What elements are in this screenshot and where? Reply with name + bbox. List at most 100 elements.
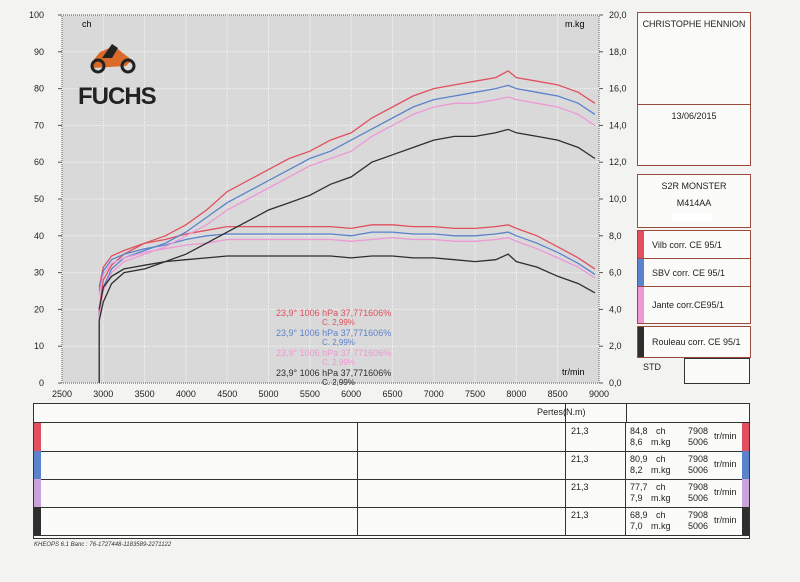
legend-label: SBV corr. CE 95/1 bbox=[652, 268, 726, 278]
y-left-tick-label: 100 bbox=[29, 10, 44, 20]
y-left-tick-label: 70 bbox=[34, 120, 44, 130]
condition-line: 23,9° 1006 hPa 37,771606% bbox=[276, 348, 391, 358]
footer-text: KHEOPS 6.1 Banc : 76-1727448-1183589-227… bbox=[34, 542, 172, 548]
x-tick-label: 4500 bbox=[217, 389, 237, 399]
legend-swatch bbox=[638, 327, 644, 357]
x-tick-label: 3500 bbox=[135, 389, 155, 399]
y-right-tick-label: 20,0 bbox=[609, 10, 627, 20]
y-right-tick-label: 16,0 bbox=[609, 84, 627, 94]
y-left-tick-label: 90 bbox=[34, 47, 44, 57]
loss-value: 21,3 bbox=[571, 482, 589, 492]
max-power: 68,9 bbox=[630, 510, 648, 520]
x-tick-label: 7500 bbox=[465, 389, 485, 399]
max-torque: 8,2 bbox=[630, 465, 643, 475]
logo-text: FUCHS bbox=[78, 83, 157, 110]
legend-item-jante: Jante corr.CE95/1 bbox=[637, 286, 751, 324]
max-power: 84,8 bbox=[630, 426, 648, 436]
y-left-tick-label: 10 bbox=[34, 341, 44, 351]
condition-sub: C. 2,99% bbox=[322, 318, 355, 327]
legend-label: Vilb corr. CE 95/1 bbox=[652, 240, 722, 250]
power-unit: ch bbox=[656, 454, 666, 464]
rpm-unit: tr/min bbox=[714, 515, 737, 525]
condition-line: 23,9° 1006 hPa 37,771606% bbox=[276, 308, 391, 318]
max-torque: 7,0 bbox=[630, 521, 643, 531]
torque-curve bbox=[98, 231, 596, 292]
power-unit: ch bbox=[656, 510, 666, 520]
torque-unit: m.kg bbox=[651, 521, 671, 531]
x-tick-label: 5000 bbox=[259, 389, 279, 399]
y-left-tick-label: 80 bbox=[34, 84, 44, 94]
vehicle-box: S2R MONSTER M414AA bbox=[637, 174, 751, 228]
vehicle-plate: M414AA bbox=[676, 198, 712, 208]
torque-curve bbox=[98, 236, 596, 295]
grid bbox=[61, 14, 600, 384]
torque-unit: m.kg bbox=[651, 437, 671, 447]
torque-curve bbox=[98, 253, 596, 310]
y-left-tick-label: 20 bbox=[34, 304, 44, 314]
results-table: Pertes(N.m) 21,3 84,8 8,6 ch m.kg 7908 5… bbox=[33, 403, 750, 539]
x-tick-label: 6000 bbox=[341, 389, 361, 399]
test-date: 13/06/2015 bbox=[671, 111, 717, 121]
y-right-tick-label: 2,0 bbox=[609, 341, 622, 351]
power-curve bbox=[98, 128, 596, 321]
y-right-tick-label: 10,0 bbox=[609, 194, 627, 204]
legend-item-vilb: Vilb corr. CE 95/1 bbox=[637, 230, 751, 260]
y-left-tick-label: 50 bbox=[34, 194, 44, 204]
rpm-at-power: 7908 bbox=[688, 426, 709, 436]
y-right-tick-label: 6,0 bbox=[609, 268, 622, 278]
table-header: Pertes(N.m) bbox=[34, 404, 749, 423]
legend-label: Rouleau corr. CE 95/1 bbox=[652, 337, 741, 347]
condition-sub: C. 2,99% bbox=[322, 378, 355, 387]
table-row: 21,3 84,8 8,6 ch m.kg 7908 5006 tr/min bbox=[34, 423, 749, 452]
rpm-unit: tr/min bbox=[714, 459, 737, 469]
y-left-unit: ch bbox=[82, 19, 92, 29]
vehicle-model: S2R MONSTER bbox=[661, 181, 727, 191]
table-row: 21,3 80,9 8,2 ch m.kg 7908 5006 tr/min bbox=[34, 451, 749, 480]
std-box bbox=[684, 358, 750, 384]
y-left-tick-label: 0 bbox=[39, 378, 44, 388]
row-color-strip bbox=[742, 479, 749, 507]
loss-value: 21,3 bbox=[571, 510, 589, 520]
legend-swatch bbox=[638, 287, 644, 323]
series-lines bbox=[98, 70, 596, 383]
x-tick-label: 6500 bbox=[382, 389, 402, 399]
axis-ticks: 2500 3000 3500 4000 4500 5000 5500 6000 6500 7000… bbox=[29, 10, 627, 399]
x-unit: tr/min bbox=[562, 367, 585, 377]
max-torque: 8,6 bbox=[630, 437, 643, 447]
table-row: 21,3 68,9 7,0 ch m.kg 7908 5006 tr/min bbox=[34, 507, 749, 536]
rpm-at-power: 7908 bbox=[688, 454, 709, 464]
row-color-strip bbox=[34, 507, 41, 535]
max-power: 77,7 bbox=[630, 482, 648, 492]
y-right-unit: m.kg bbox=[565, 19, 585, 29]
x-tick-label: 8500 bbox=[548, 389, 568, 399]
loss-value: 21,3 bbox=[571, 454, 589, 464]
legend-swatch bbox=[638, 231, 644, 259]
condition-sub: C. 2,99% bbox=[322, 358, 355, 367]
y-right-tick-label: 18,0 bbox=[609, 47, 627, 57]
x-tick-label: 2500 bbox=[52, 389, 72, 399]
y-right-tick-label: 0,0 bbox=[609, 378, 622, 388]
condition-line: 23,9° 1006 hPa 37,771606% bbox=[276, 328, 391, 338]
rpm-at-torque: 5006 bbox=[688, 465, 709, 475]
row-color-strip bbox=[742, 451, 749, 479]
x-tick-label: 3000 bbox=[93, 389, 113, 399]
condition-sub: C. 2,99% bbox=[322, 338, 355, 347]
fuchs-logo: FUCHS bbox=[78, 44, 158, 110]
power-curve bbox=[98, 70, 596, 310]
y-right-tick-label: 12,0 bbox=[609, 157, 627, 167]
atmo-conditions: 23,9° 1006 hPa 37,771606%C. 2,99%23,9° 1… bbox=[276, 308, 391, 387]
dyno-chart: 2500 3000 3500 4000 4500 5000 5500 6000 6500 7000… bbox=[29, 10, 627, 399]
losses-header: Pertes(N.m) bbox=[537, 407, 586, 417]
y-right-tick-label: 14,0 bbox=[609, 120, 627, 130]
y-right-tick-label: 8,0 bbox=[609, 231, 622, 241]
y-left-tick-label: 40 bbox=[34, 231, 44, 241]
rpm-at-torque: 5006 bbox=[688, 437, 709, 447]
legend-item-sbv: SBV corr. CE 95/1 bbox=[637, 258, 751, 288]
legend-label: Jante corr.CE95/1 bbox=[652, 300, 725, 310]
row-color-strip bbox=[34, 451, 41, 479]
rpm-unit: tr/min bbox=[714, 487, 737, 497]
legend-swatch bbox=[638, 259, 644, 287]
table-row: 21,3 77,7 7,9 ch m.kg 7908 5006 tr/min bbox=[34, 479, 749, 508]
legend-item-rouleau: Rouleau corr. CE 95/1 bbox=[637, 326, 751, 358]
x-tick-label: 9000 bbox=[589, 389, 609, 399]
